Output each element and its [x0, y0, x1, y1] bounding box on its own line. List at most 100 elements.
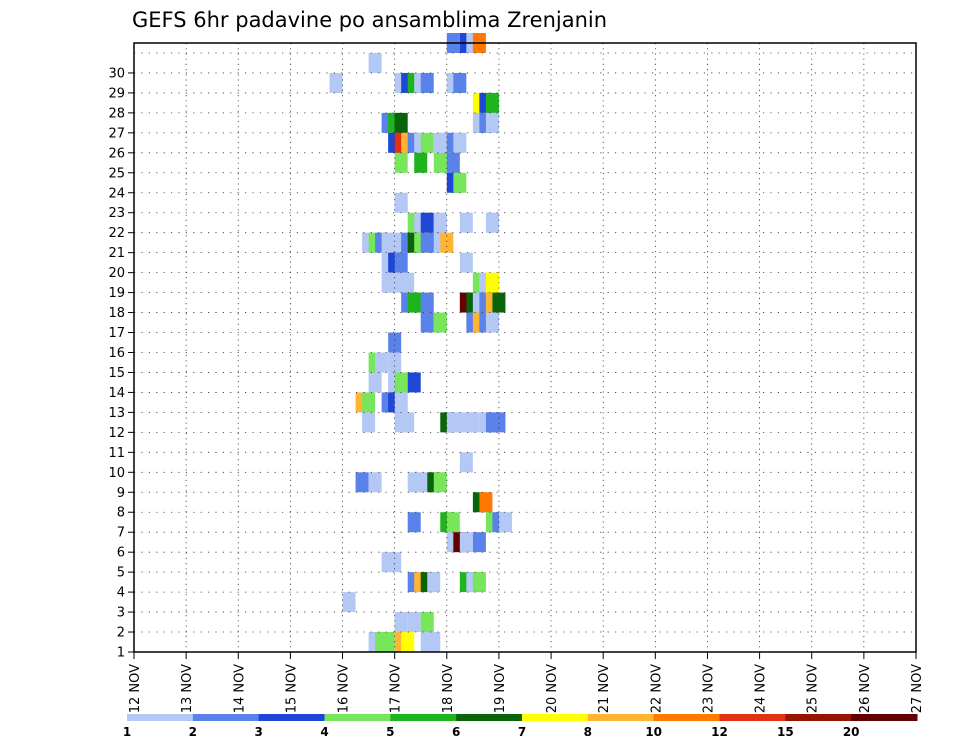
legend-label: 8: [584, 725, 592, 739]
y-tick-label: 25: [108, 166, 125, 181]
heatmap-cell: [420, 612, 434, 633]
legend-color-swatch: [324, 714, 391, 721]
heatmap-cell: [485, 112, 499, 133]
heatmap-cell: [459, 532, 473, 553]
heatmap-cell: [401, 272, 415, 293]
y-tick-label: 28: [108, 106, 125, 121]
heatmap-cell: [485, 212, 499, 233]
heatmap-cell: [453, 132, 467, 153]
heatmap-cell: [479, 492, 493, 513]
x-axis: 12 NOV 13 NOV 14 NOV 15 NOV 16 NOV 17 NOV 18 N…: [128, 652, 925, 713]
heatmap-cell: [381, 632, 395, 652]
heatmap-cell: [453, 72, 467, 93]
legend-color-swatch: [587, 714, 655, 721]
heatmap-cell: [394, 192, 408, 213]
heatmap-cells: [329, 33, 512, 652]
heatmap-cell: [459, 452, 473, 473]
y-tick-label: 5: [117, 566, 125, 581]
x-tick-label: 17 NOV: [389, 664, 404, 713]
legend-label: 10: [645, 725, 662, 739]
heatmap-cell: [394, 112, 408, 133]
legend-label: 4: [320, 725, 328, 739]
x-tick-label: 23 NOV: [701, 664, 716, 713]
x-tick-label: 15 NOV: [284, 664, 299, 713]
heatmap-cell: [433, 472, 447, 493]
heatmap-cell: [375, 352, 389, 373]
x-tick-label: 25 NOV: [806, 664, 821, 713]
heatmap-cell: [368, 472, 382, 493]
heatmap-cell: [414, 152, 428, 173]
y-tick-label: 3: [117, 606, 125, 621]
legend-color-swatch: [785, 714, 852, 721]
heatmap-cell: [485, 272, 499, 293]
x-tick-label: 12 NOV: [128, 664, 143, 713]
y-tick-label: 8: [117, 506, 125, 521]
legend-label: 5: [386, 725, 394, 739]
y-tick-label: 7: [117, 526, 125, 541]
heatmap-cell: [459, 212, 473, 233]
x-tick-label: 27 NOV: [910, 664, 925, 713]
legend-label: 7: [518, 725, 526, 739]
y-tick-label: 1: [117, 646, 125, 661]
legend-label: 15: [777, 725, 794, 739]
legend-label: 12: [711, 725, 728, 739]
legend-label: 2: [189, 725, 197, 739]
heatmap-cell: [446, 512, 460, 533]
legend-label: 1: [123, 725, 131, 739]
y-tick-label: 30: [108, 66, 125, 81]
heatmap-cell: [362, 412, 376, 433]
y-tick-label: 27: [108, 126, 125, 141]
heatmap-cell: [485, 312, 499, 333]
legend-label: 6: [452, 725, 460, 739]
heatmap-cell: [368, 52, 382, 73]
heatmap-cell: [420, 292, 434, 313]
y-tick-label: 24: [108, 186, 125, 201]
heatmap-cell: [420, 312, 434, 333]
heatmap-cell: [407, 612, 421, 633]
y-tick-label: 22: [108, 226, 125, 241]
legend-color-swatch: [653, 714, 720, 721]
heatmap-cell: [388, 352, 402, 373]
y-tick-label: 2: [117, 626, 125, 641]
heatmap-cell: [492, 412, 506, 433]
x-tick-label: 21 NOV: [597, 664, 612, 713]
heatmap-cell: [394, 252, 408, 273]
heatmap-cell: [401, 412, 415, 433]
heatmap-cell: [368, 372, 382, 393]
y-tick-label: 15: [108, 366, 125, 381]
heatmap-cell: [472, 572, 486, 593]
y-tick-label: 13: [108, 406, 125, 421]
heatmap-cell: [381, 272, 395, 293]
legend-label: 20: [843, 725, 860, 739]
heatmap-cell: [453, 172, 467, 193]
y-tick-label: 29: [108, 86, 125, 101]
legend-color-swatch: [719, 714, 786, 721]
y-tick-label: 26: [108, 146, 125, 161]
heatmap-cell: [362, 392, 376, 413]
heatmap-cell: [342, 592, 356, 613]
y-tick-label: 18: [108, 306, 125, 321]
heatmap-cell: [440, 232, 454, 253]
grid-lines: [134, 43, 916, 652]
x-tick-label: 14 NOV: [232, 664, 247, 713]
heatmap-cell: [427, 632, 441, 652]
y-tick-label: 20: [108, 266, 125, 281]
legend-color-swatch: [522, 714, 589, 721]
legend-color-swatch: [192, 714, 260, 721]
heatmap-cell: [492, 292, 506, 313]
y-tick-label: 12: [108, 426, 125, 441]
x-tick-label: 19 NOV: [493, 664, 508, 713]
y-tick-label: 4: [117, 586, 125, 601]
plot-frame: [133, 42, 917, 653]
heatmap-cell: [388, 552, 402, 573]
y-tick-label: 6: [117, 546, 125, 561]
heatmap-cell: [394, 392, 408, 413]
y-tick-label: 11: [108, 446, 125, 461]
color-legend: 1 2 3 4 5 6 7 8 10 12 15 20: [123, 714, 918, 739]
heatmap-cell: [459, 252, 473, 273]
x-tick-label: 24 NOV: [754, 664, 769, 713]
chart-title: GEFS 6hr padavine po ansamblima Zrenjani…: [132, 8, 607, 32]
heatmap-cell: [433, 152, 447, 173]
heatmap-cell: [394, 612, 408, 633]
